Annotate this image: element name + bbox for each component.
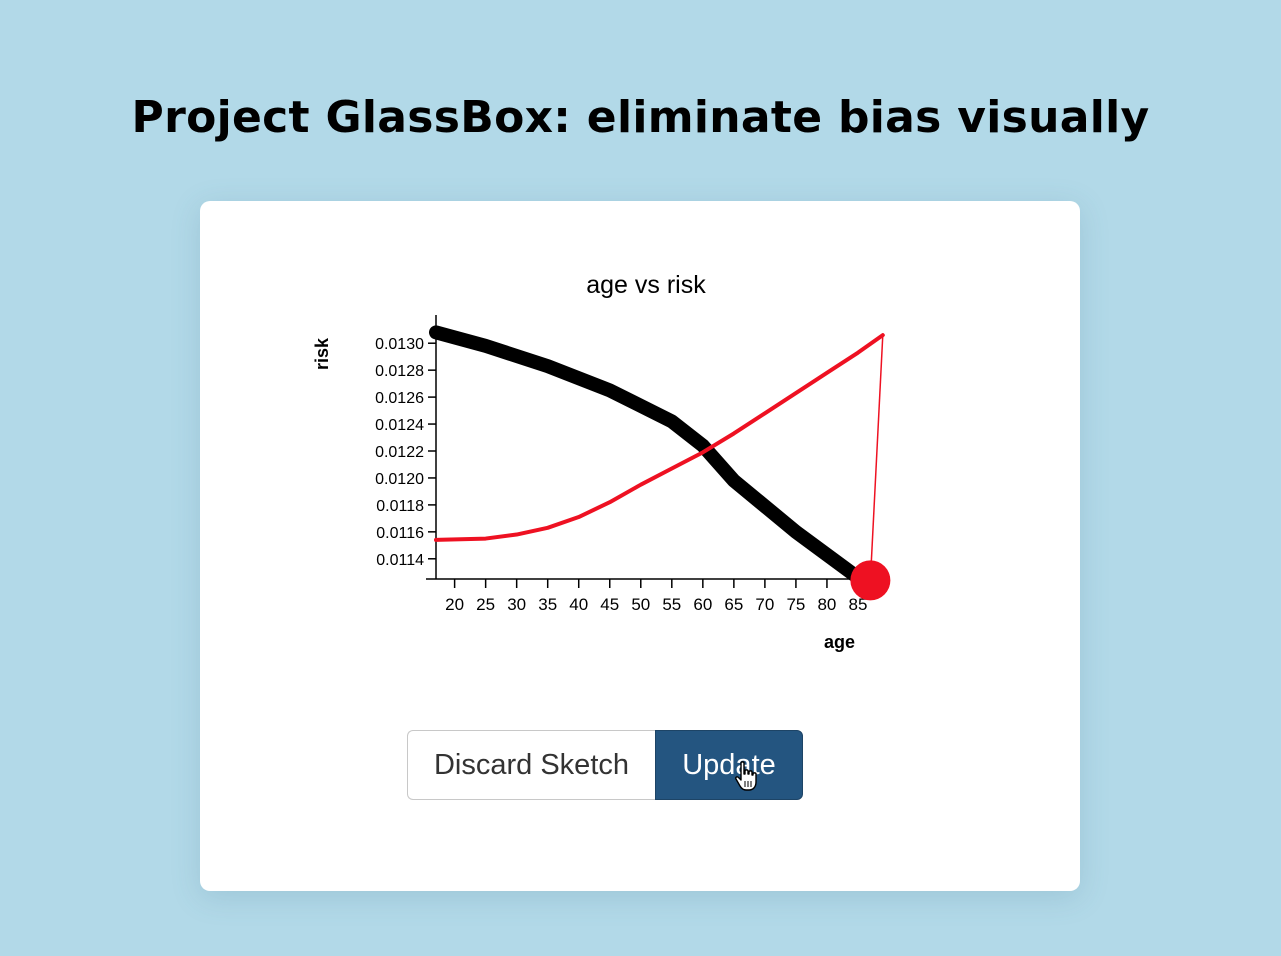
y-tick-label: 0.0124 (375, 417, 424, 434)
x-tick-label: 55 (662, 595, 681, 614)
x-axis-label: age (824, 632, 855, 652)
model-curve-line (429, 325, 865, 585)
action-button-group: Discard Sketch Update (407, 730, 803, 800)
x-tick-label: 60 (693, 595, 712, 614)
x-tick-label: 45 (600, 595, 619, 614)
page-headline: Project GlassBox: eliminate bias visuall… (131, 92, 1150, 143)
chart-title: age vs risk (586, 271, 706, 299)
sketch-curve-line (434, 333, 885, 542)
x-tick-label: 40 (569, 595, 588, 614)
x-tick-label: 50 (631, 595, 650, 614)
x-tick-label: 80 (817, 595, 836, 614)
y-tick-label: 0.0130 (375, 336, 424, 353)
x-tick-label: 35 (538, 595, 557, 614)
y-tick-label: 0.0128 (375, 363, 424, 380)
sketch-drag-line (869, 335, 884, 581)
discard-sketch-label: Discard Sketch (433, 748, 629, 781)
update-button[interactable]: Update (655, 730, 803, 800)
y-tick-label: 0.0126 (375, 390, 424, 407)
y-tick-label: 0.0122 (375, 444, 424, 461)
discard-sketch-button[interactable]: Discard Sketch (407, 730, 655, 800)
update-label: Update (682, 748, 776, 781)
y-tick-label: 0.0120 (375, 471, 424, 488)
x-tick-label: 30 (507, 595, 526, 614)
y-tick-label: 0.0118 (376, 498, 424, 515)
x-tick-label: 85 (849, 595, 868, 614)
x-tick-label: 65 (724, 595, 743, 614)
y-tick-label: 0.0114 (376, 552, 424, 569)
y-tick-label: 0.0116 (376, 525, 424, 542)
chart-card: age vs risk 0.0114 0.0116 0.0118 0.0120 0.012… (200, 201, 1080, 891)
hand-pointer-icon (735, 761, 757, 791)
x-tick-label: 25 (476, 595, 495, 614)
x-tick-label: 70 (755, 595, 774, 614)
sketch-drag-handle[interactable] (850, 560, 891, 601)
y-axis-label: risk (312, 337, 332, 370)
x-tick-label: 20 (445, 595, 464, 614)
x-tick-label: 75 (786, 595, 805, 614)
age-risk-chart[interactable]: age vs risk 0.0114 0.0116 0.0118 0.0120 0.012… (200, 201, 1080, 701)
